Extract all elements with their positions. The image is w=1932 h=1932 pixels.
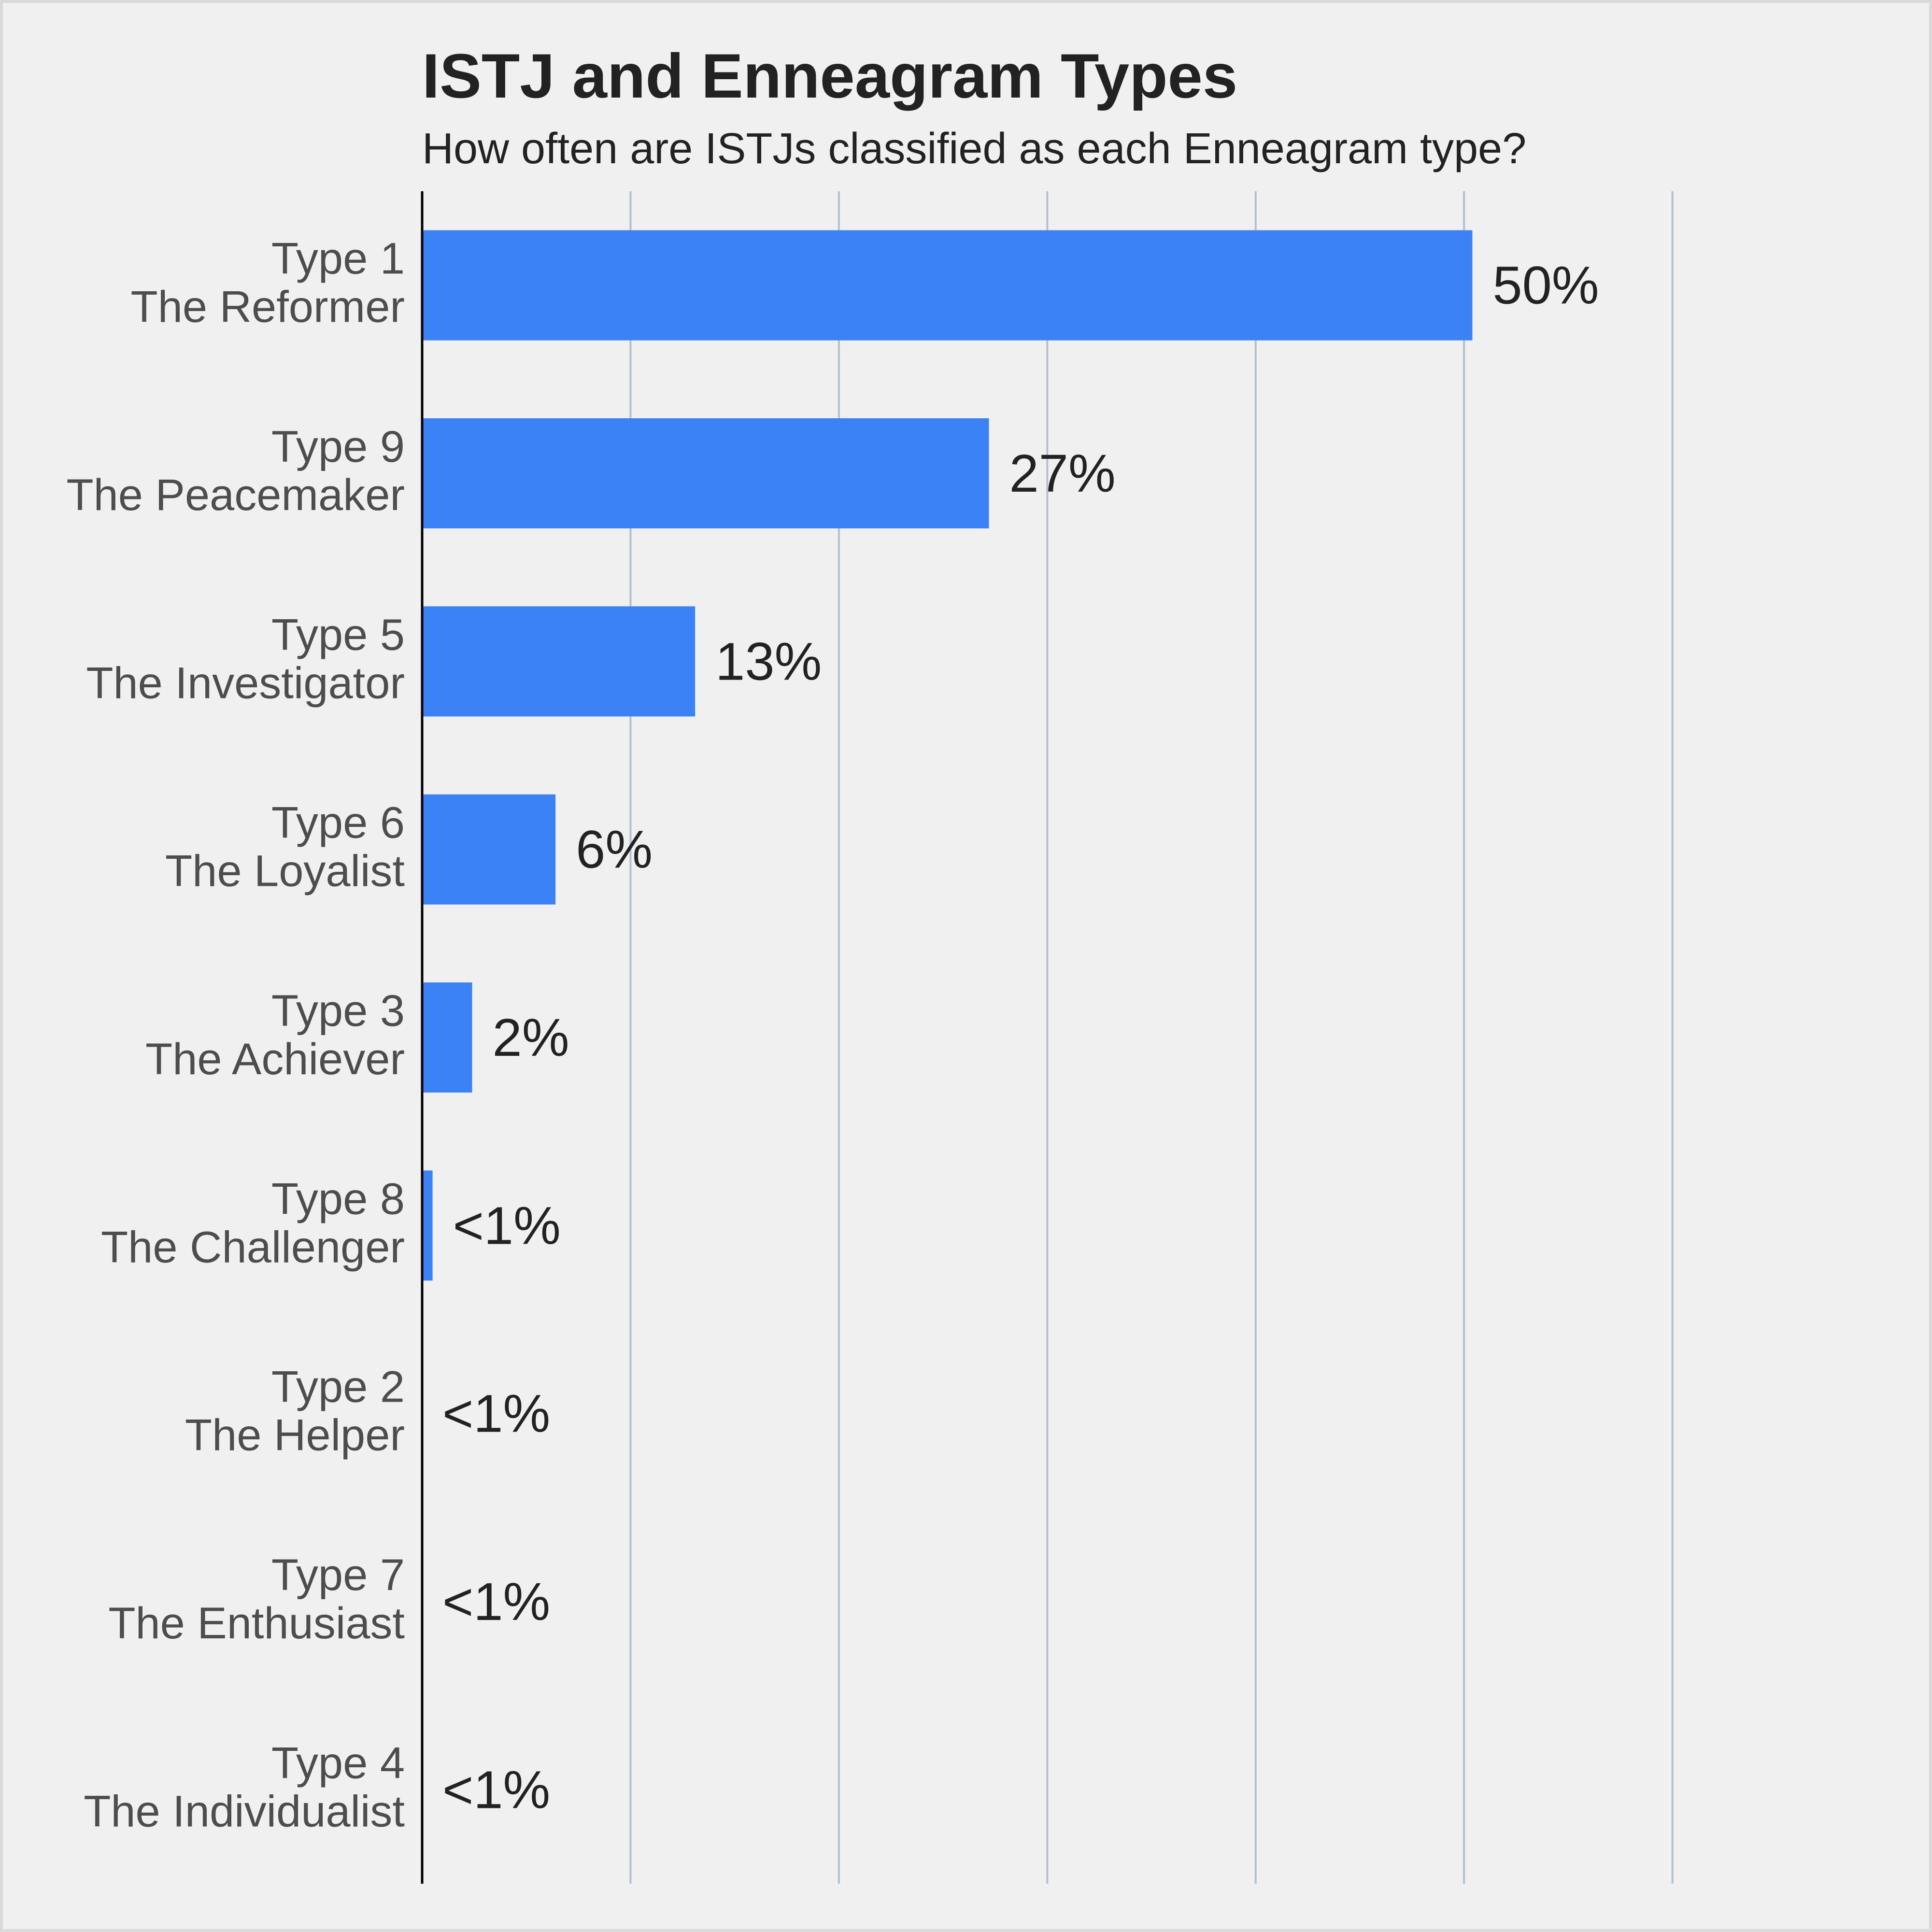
category-label-name: The Investigator	[86, 658, 405, 708]
value-label: 13%	[715, 632, 822, 691]
value-label: 2%	[493, 1008, 569, 1067]
bar-type-6	[422, 794, 556, 905]
category-label-type: Type 6	[271, 798, 405, 848]
value-labels: 50% 27% 13% 6% 2% <1% <1% <1% <1%	[442, 256, 1599, 1820]
value-label: <1%	[442, 1572, 550, 1632]
value-label: <1%	[442, 1384, 550, 1444]
category-label-name: The Peacemaker	[66, 470, 405, 520]
category-label-name: The Achiever	[145, 1035, 405, 1084]
category-label-name: The Enthusiast	[108, 1599, 405, 1648]
value-label: 27%	[1009, 444, 1115, 503]
category-label-name: The Individualist	[84, 1787, 405, 1836]
bars	[422, 230, 1473, 1281]
category-label-type: Type 8	[271, 1174, 405, 1223]
value-label: <1%	[442, 1760, 550, 1819]
bar-type-8	[422, 1170, 433, 1281]
category-label-type: Type 7	[271, 1550, 405, 1600]
bar-type-5	[422, 606, 696, 717]
category-label-type: Type 5	[271, 610, 405, 659]
category-label-type: Type 2	[271, 1363, 405, 1412]
category-label-type: Type 1	[271, 234, 405, 284]
category-label-name: The Loyalist	[165, 847, 405, 896]
category-label-name: The Challenger	[101, 1222, 405, 1272]
chart-title: ISTJ and Enneagram Types	[422, 41, 1237, 111]
category-label-name: The Reformer	[131, 283, 405, 332]
category-label-type: Type 3	[271, 986, 405, 1036]
value-label: <1%	[453, 1196, 561, 1255]
category-label-name: The Helper	[185, 1411, 405, 1460]
chart-subtitle: How often are ISTJs classified as each E…	[422, 125, 1526, 173]
bar-type-9	[422, 418, 989, 528]
value-label: 50%	[1492, 256, 1599, 315]
category-label-type: Type 4	[271, 1738, 405, 1788]
bar-type-1	[422, 230, 1473, 341]
bar-type-3	[422, 982, 472, 1093]
value-label: 6%	[576, 820, 653, 880]
category-label-type: Type 9	[271, 422, 405, 471]
